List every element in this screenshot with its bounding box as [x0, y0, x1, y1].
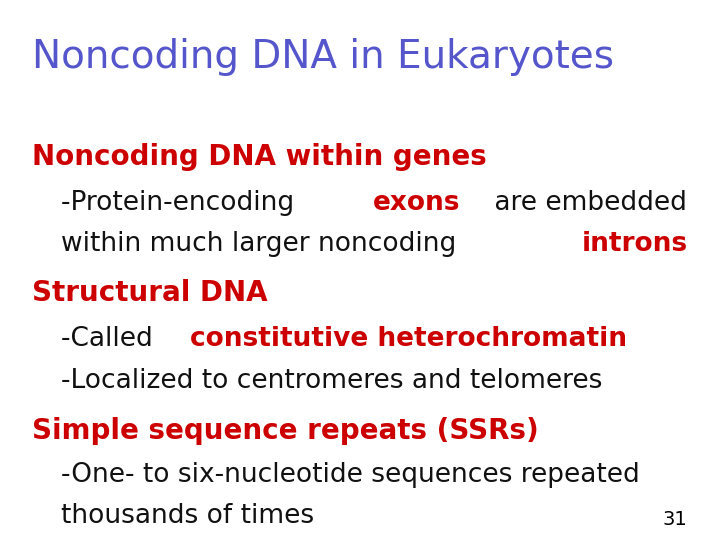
Text: -Called: -Called [61, 326, 161, 352]
Text: Simple sequence repeats (SSRs): Simple sequence repeats (SSRs) [32, 417, 539, 445]
Text: within much larger noncoding: within much larger noncoding [61, 231, 465, 257]
Text: thousands of times: thousands of times [61, 503, 315, 529]
Text: constitutive heterochromatin: constitutive heterochromatin [190, 326, 627, 352]
Text: exons: exons [373, 190, 460, 216]
Text: Noncoding DNA in Eukaryotes: Noncoding DNA in Eukaryotes [32, 38, 614, 76]
Text: introns: introns [582, 231, 688, 257]
Text: -Protein-encoding: -Protein-encoding [61, 190, 302, 216]
Text: 31: 31 [663, 510, 688, 529]
Text: are embedded: are embedded [486, 190, 687, 216]
Text: Structural DNA: Structural DNA [32, 279, 268, 307]
Text: Noncoding DNA within genes: Noncoding DNA within genes [32, 143, 487, 171]
Text: -One- to six-nucleotide sequences repeated: -One- to six-nucleotide sequences repeat… [61, 462, 640, 488]
Text: -Localized to centromeres and telomeres: -Localized to centromeres and telomeres [61, 368, 603, 394]
